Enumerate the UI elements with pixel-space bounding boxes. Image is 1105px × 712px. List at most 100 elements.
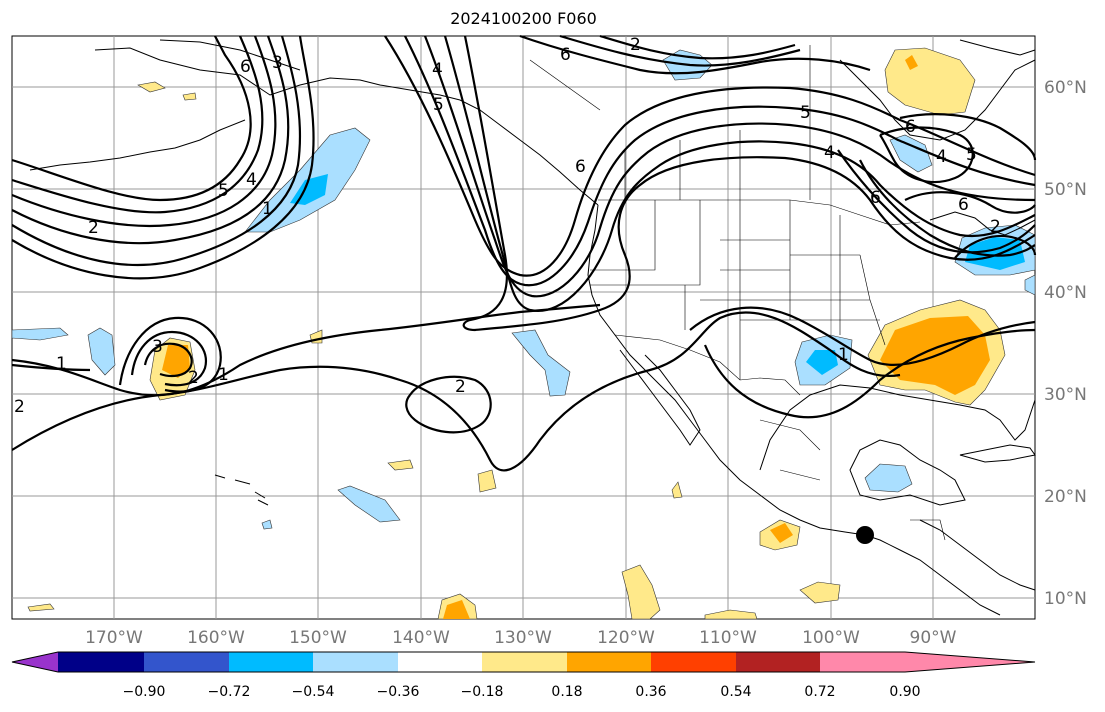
colorbar-segment: [820, 652, 905, 672]
colorbar-segment: [144, 652, 229, 672]
lat-tick: 40°N: [1044, 283, 1087, 303]
lon-tick: 120°W: [597, 628, 655, 648]
contour-north-2: [559, 34, 801, 67]
shade-blue-alaska-small: [137, 81, 166, 93]
contour-label: 5: [800, 103, 811, 123]
contour-label: 6: [905, 117, 916, 137]
cuba-coast: [959, 444, 1036, 463]
lon-tick: 160°W: [187, 628, 245, 648]
shade-yellow-4: [621, 564, 661, 620]
shade-yellow-7: [799, 581, 841, 604]
yucatan-coast: [849, 439, 966, 506]
colorbar-label: 0.54: [720, 684, 751, 700]
contour-trough-3: [423, 35, 1036, 298]
shade-blue-canada: [889, 134, 933, 173]
shade-yellow-small-10: [182, 92, 197, 101]
contour-label: 4: [432, 60, 443, 80]
lat-tick: 60°N: [1044, 78, 1087, 98]
location-marker: [856, 526, 874, 544]
contour-label: 4: [246, 170, 257, 190]
lon-tick: 140°W: [392, 628, 450, 648]
contour-label: 5: [218, 181, 229, 201]
contour-east-2: [859, 159, 1036, 257]
contour-trough-2: [404, 35, 1036, 287]
contour-label: 4: [936, 147, 947, 167]
contour-east-5: [904, 191, 1036, 214]
aleutians-coast: [29, 119, 246, 171]
shade-orange-hudson: [905, 55, 918, 70]
contour-label: 5: [966, 145, 977, 165]
colorbar-label: −0.18: [461, 684, 504, 700]
contours: [11, 34, 1037, 472]
lat-tick: 20°N: [1044, 487, 1087, 507]
contour-north-1: [519, 34, 871, 75]
contour-label: 2: [88, 218, 99, 238]
contour-south-1: [11, 311, 901, 472]
contour-label: 6: [560, 45, 571, 65]
state-lines: [590, 200, 886, 380]
shade-orange-3: [443, 600, 470, 619]
alaska-north: [159, 39, 301, 71]
contour-west-4: [11, 35, 290, 245]
lon-tick-labels: 170°W 160°W 150°W 140°W 130°W 120°W 110°…: [85, 628, 957, 648]
contour-low-3: [143, 342, 193, 378]
lon-tick: 100°W: [802, 628, 860, 648]
colorbar-segment: [651, 652, 736, 672]
contour-label: 2: [990, 217, 1001, 237]
shade-blue-baja: [511, 329, 571, 397]
contour-trough-4: [443, 35, 1036, 313]
shade-yellow-5: [704, 609, 758, 620]
contour-main-2: [11, 303, 601, 397]
colorbar-label: −0.72: [208, 684, 251, 700]
shade-blue-small-12: [261, 519, 273, 530]
shade-yellow-1: [387, 459, 414, 471]
shade-blue-greatlakes-core: [965, 237, 1025, 270]
shade-yellow-2: [477, 469, 497, 493]
contour-label: 6: [240, 57, 251, 77]
colorbar-segment: [736, 652, 820, 672]
contour-north-3: [599, 34, 796, 60]
contour-trough-1: [384, 35, 1036, 277]
contour-label: 2: [630, 35, 641, 55]
contour-label: 1: [262, 199, 273, 219]
labrador-coast: [959, 39, 1036, 56]
contour-east-3: [879, 126, 974, 183]
shade-yellow-8: [671, 481, 683, 499]
contour-west-6: [11, 35, 315, 280]
shade-orange-low: [162, 345, 190, 378]
shade-blue-small-1: [87, 327, 116, 376]
colorbar-label: 0.72: [804, 684, 835, 700]
gulf-coast: [759, 384, 1036, 471]
contour-label: 6: [575, 157, 586, 177]
shade-blue-gulf: [864, 463, 913, 493]
colorbar-segment: [229, 652, 313, 672]
contour-mexico-2: [703, 328, 1036, 419]
colorbar: −0.90 −0.72 −0.54 −0.36 −0.18 0.18 0.36 …: [11, 651, 1036, 700]
contour-east-4: [899, 113, 1037, 161]
lat-tick-labels: 60°N 50°N 40°N 30°N 20°N 10°N: [1044, 78, 1087, 609]
colorbar-label: −0.54: [292, 684, 335, 700]
colorbar-extend-left: [12, 652, 58, 672]
colorbar-segment: [398, 652, 482, 672]
contour-east-1: [837, 149, 1036, 254]
map-title: 2024100200 F060: [450, 9, 597, 28]
contour-label: 6: [870, 188, 881, 208]
contour-label: 1: [56, 354, 67, 374]
contour-label: 5: [433, 95, 444, 115]
contour-label: 3: [272, 53, 283, 73]
colorbar-segment: [58, 652, 144, 672]
great-lakes: [929, 211, 1036, 236]
contour-label: 3: [152, 337, 163, 357]
contour-label: 1: [218, 365, 229, 385]
contour-west-5: [11, 35, 302, 267]
hudson-bay: [839, 59, 1036, 141]
contour-low-1: [118, 316, 222, 393]
contour-main-1: [11, 363, 91, 372]
contour-west-2: [11, 35, 264, 214]
lat-tick: 30°N: [1044, 385, 1087, 405]
alaska-coast: [94, 47, 599, 206]
colorbar-segment: [567, 652, 651, 672]
contour-trough-5: [462, 35, 1036, 332]
contour-2-closed: [405, 375, 492, 434]
